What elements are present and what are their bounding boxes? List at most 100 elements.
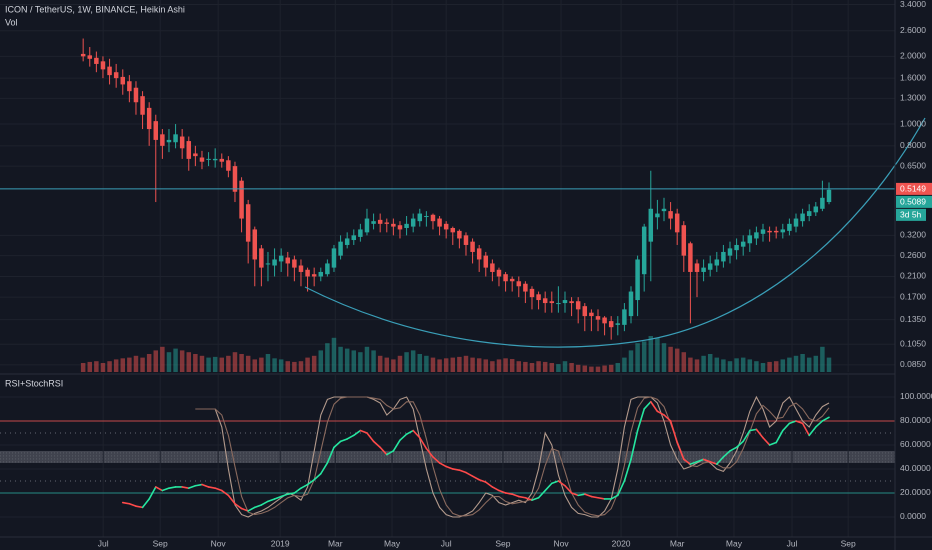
volume-bar <box>628 350 634 372</box>
y-tick-label: 1.0000 <box>900 118 926 128</box>
x-tick-label: May <box>726 538 743 548</box>
x-tick-label: Nov <box>553 538 569 548</box>
rsi-segment <box>306 478 315 486</box>
rsi-segment <box>636 408 645 432</box>
rsi-segment <box>201 483 210 488</box>
volume-bar <box>331 337 337 372</box>
volume-bar <box>146 354 152 372</box>
rsi-segment <box>729 446 738 452</box>
volume-bar <box>674 348 680 372</box>
price-label-box <box>896 195 932 208</box>
candle-body <box>542 298 548 304</box>
candle-body <box>364 218 370 233</box>
volume-bar <box>569 363 574 372</box>
rsi-segment <box>702 458 711 463</box>
volume-bar <box>734 358 739 372</box>
y-tick-label: 0.6500 <box>900 160 926 170</box>
marks <box>0 38 895 518</box>
rsi-segment <box>544 482 553 492</box>
volume-bar <box>457 356 462 372</box>
rsi-segment <box>577 493 586 497</box>
y-tick-label: 0.1350 <box>900 314 926 324</box>
rsi-segment <box>696 458 705 463</box>
y-tick-label: 0.1050 <box>900 338 926 348</box>
volume-bar <box>760 363 766 372</box>
volume-bar <box>707 354 713 372</box>
volume-bar <box>529 363 535 372</box>
volume-bar <box>503 358 508 372</box>
candle-body <box>582 306 588 317</box>
candle-body <box>668 211 673 219</box>
labels: 3.4000 2.6000 2.0000 1.6000 1.3000 1.0000 0.80… <box>98 0 932 548</box>
candle-body <box>602 317 607 324</box>
candle-body <box>490 263 495 272</box>
volume-bar <box>305 357 310 372</box>
volume-bar <box>622 357 627 372</box>
candle-body <box>120 76 126 85</box>
rsi-segment <box>234 502 243 510</box>
rsi-segment <box>781 422 791 432</box>
volume-bar <box>344 348 350 372</box>
rsi-segment <box>570 492 579 497</box>
y-tick-label: 1.3000 <box>900 93 926 103</box>
candle-body <box>292 259 297 268</box>
volume-bar <box>298 361 304 372</box>
rsi-segment <box>181 486 190 489</box>
rsi-segment <box>623 458 632 482</box>
y-tick-label: 3.4000 <box>900 0 926 9</box>
rsi-segment <box>524 496 533 501</box>
candle-body <box>575 301 581 310</box>
candle-body <box>127 81 132 92</box>
volume-bar <box>476 358 482 372</box>
rsi-segment <box>418 436 428 450</box>
candle-body <box>450 227 456 233</box>
volume-bar <box>635 343 640 372</box>
rsi-segment <box>385 450 395 456</box>
candle-body <box>463 235 469 245</box>
rsi-segment <box>214 487 223 492</box>
volume-bar <box>179 350 185 372</box>
rsi-segment <box>359 429 368 434</box>
volume-bar <box>688 357 693 372</box>
rsi-segment <box>748 428 758 432</box>
rsi-segment <box>339 438 348 443</box>
volume-bar <box>806 357 812 372</box>
candle-body <box>536 294 541 301</box>
candle-body <box>133 87 139 103</box>
candle-body <box>503 274 508 282</box>
volume-bar <box>727 361 733 372</box>
candle-body <box>813 206 819 213</box>
candle-body <box>384 222 390 224</box>
candle-body <box>311 274 317 277</box>
rsi-segment <box>161 487 170 492</box>
candle-body <box>787 223 792 231</box>
candle-body <box>549 301 555 304</box>
x-tick-label: Mar <box>328 538 343 548</box>
y-tick-label: 0.3200 <box>900 230 926 240</box>
rsi-segment <box>517 495 527 499</box>
candle-body <box>265 263 271 265</box>
rsi-segment <box>801 422 810 437</box>
candle-body <box>754 232 759 239</box>
volume-bar <box>285 361 291 372</box>
x-tick-label: Sep <box>495 538 510 548</box>
x-tick-label: Jul <box>441 538 452 548</box>
candle-body <box>767 230 772 233</box>
volume-bar <box>615 363 621 372</box>
rsi-segment <box>465 471 474 477</box>
stoch-line <box>195 396 830 517</box>
rsi-segment <box>432 456 441 464</box>
y-tick-label: 0.0850 <box>900 359 926 369</box>
candle-body <box>325 263 330 275</box>
rsi-segment <box>795 420 804 425</box>
volume-bar <box>463 355 469 372</box>
rsi-segment <box>583 493 593 498</box>
candle-body <box>800 213 805 222</box>
rsi-segment <box>267 498 276 503</box>
x-tick-label: Jul <box>98 538 109 548</box>
volume-bar <box>226 355 231 372</box>
rsi-segment <box>319 462 329 475</box>
candle-body <box>562 300 568 304</box>
